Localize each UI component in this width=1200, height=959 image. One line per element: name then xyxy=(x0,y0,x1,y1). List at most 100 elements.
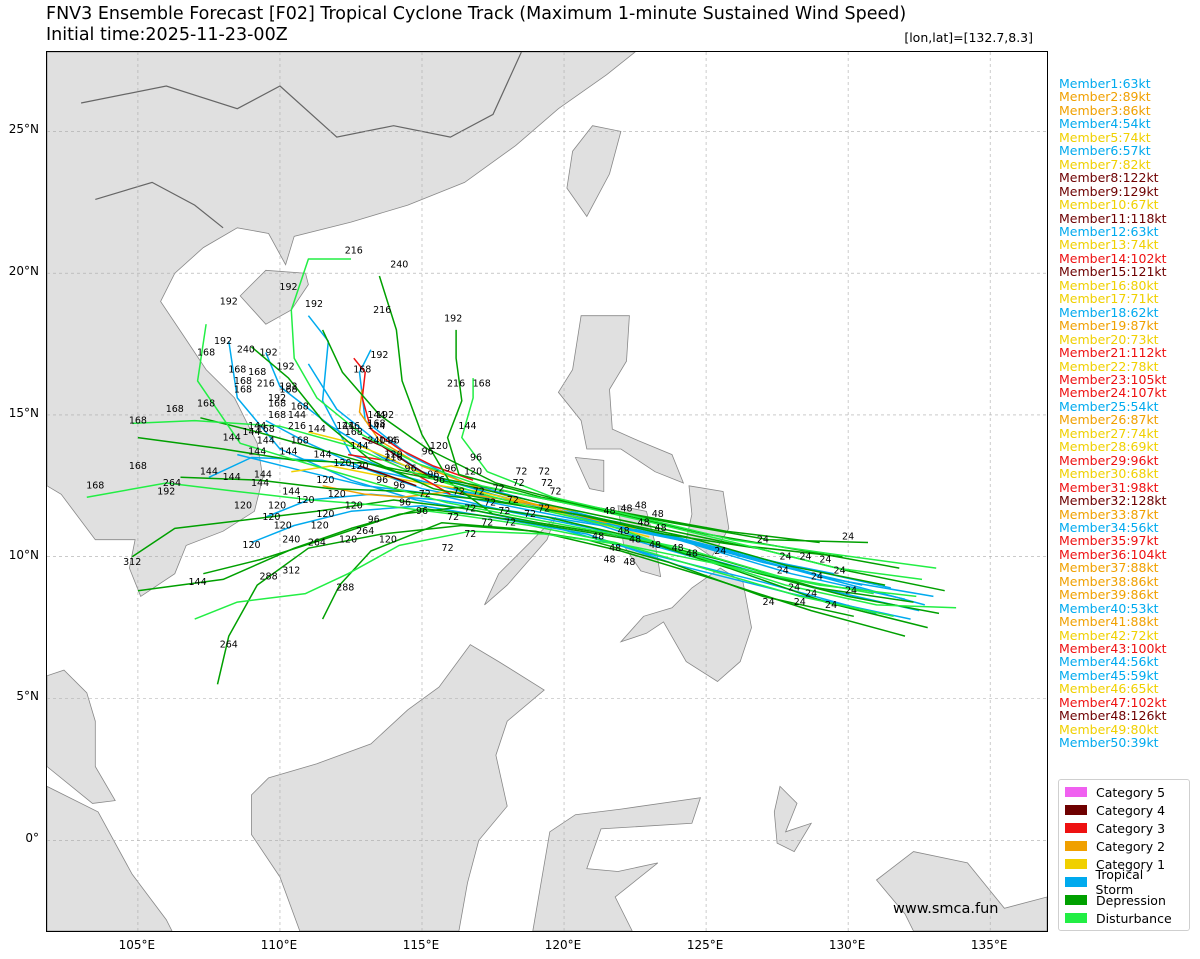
forecast-hour-label: 192 xyxy=(220,296,238,307)
watermark: www.smca.fun xyxy=(893,901,999,917)
forecast-hour-label: 24 xyxy=(788,583,800,594)
forecast-hour-label: 144 xyxy=(288,410,306,421)
mindanao-land xyxy=(619,567,752,682)
halmahera-land xyxy=(773,785,813,853)
forecast-hour-label: 24 xyxy=(763,597,775,608)
forecast-hour-label: 144 xyxy=(251,478,269,489)
forecast-hour-label: 216 xyxy=(373,305,391,316)
legend-item: Category 2 xyxy=(1065,837,1183,855)
forecast-hour-label: 120 xyxy=(234,501,252,512)
mainland-asia-land xyxy=(47,52,636,598)
forecast-hour-label: 240 xyxy=(390,260,408,271)
track-8 xyxy=(228,341,877,615)
forecast-hour-label: 72 xyxy=(493,484,505,495)
track-9 xyxy=(265,352,835,575)
legend-label: Depression xyxy=(1096,892,1166,908)
lat-tick-label: 15°N xyxy=(8,405,39,420)
map-plot-area[interactable]: 24 24 24 24 24 24 24 24 24 24 24 24 24 24 24 48 48 48 48 48… xyxy=(46,51,1048,932)
member-entry: Member26:87kt xyxy=(1059,412,1159,428)
lon-tick-label: 125°E xyxy=(686,938,724,952)
forecast-hour-label: 240 xyxy=(282,535,300,546)
member-entry: Member25:54kt xyxy=(1059,398,1159,414)
forecast-hour-label: 72 xyxy=(504,518,516,529)
legend-item: Depression xyxy=(1065,891,1183,909)
forecast-hour-label: 120 xyxy=(350,461,368,472)
legend-swatch xyxy=(1065,877,1087,887)
forecast-hour-label: 120 xyxy=(274,520,292,531)
member-entry: Member39:86kt xyxy=(1059,587,1159,603)
legend-swatch xyxy=(1065,787,1087,797)
forecast-hour-label: 120 xyxy=(345,501,363,512)
track-33 xyxy=(86,482,894,618)
forecast-hour-label: 192 xyxy=(279,381,297,392)
member-entry: Member38:86kt xyxy=(1059,573,1159,589)
forecast-hour-label: 72 xyxy=(464,529,476,540)
forecast-hour-label: 312 xyxy=(123,557,141,568)
mindoro-land xyxy=(574,457,605,492)
forecast-hour-label: 120 xyxy=(333,458,351,469)
member-entry: Member28:69kt xyxy=(1059,439,1159,455)
legend-item: Category 3 xyxy=(1065,819,1183,837)
forecast-hour-label: 144 xyxy=(223,472,241,483)
forecast-hour-label: 120 xyxy=(268,501,286,512)
legend-label: Category 2 xyxy=(1096,838,1166,854)
forecast-hour-label: 144 xyxy=(254,469,272,480)
member-entry: Member35:97kt xyxy=(1059,533,1159,549)
lat-tick-label: 5°N xyxy=(16,689,39,704)
forecast-hour-label: 72 xyxy=(481,518,493,529)
forecast-hour-label: 168 xyxy=(197,398,215,409)
forecast-hour-label: 72 xyxy=(513,478,525,489)
legend-label: Category 3 xyxy=(1096,820,1166,836)
track-31 xyxy=(132,419,957,609)
forecast-hour-label: 48 xyxy=(603,506,615,517)
forecast-hour-label: 24 xyxy=(842,532,854,543)
member-entry: Member49:80kt xyxy=(1059,721,1159,737)
member-entry: Member30:68kt xyxy=(1059,466,1159,482)
forecast-hour-label: 120 xyxy=(311,520,329,531)
forecast-hour-label: 96 xyxy=(444,464,456,475)
forecast-hour-label: 192 xyxy=(370,350,388,361)
sulawesi-land xyxy=(532,797,701,931)
forecast-hour-label: 24 xyxy=(834,566,846,577)
forecast-hour-label: 120 xyxy=(328,489,346,500)
member-entry: Member9:129kt xyxy=(1059,183,1159,199)
forecast-hour-label: 168 xyxy=(166,404,184,415)
forecast-hour-label: 120 xyxy=(385,450,403,461)
member-entry: Member42:72kt xyxy=(1059,627,1159,643)
forecast-hour-label: 48 xyxy=(686,549,698,560)
forecast-hour-label: 312 xyxy=(282,566,300,577)
palawan-land xyxy=(484,516,556,606)
forecast-hour-label: 168 xyxy=(473,379,491,390)
forecast-hour-label: 216 xyxy=(342,421,360,432)
track-26 xyxy=(321,521,854,620)
forecast-hour-label: 168 xyxy=(367,418,385,429)
cursor-coordinate-readout: [lon,lat]=[132.7,8.3] xyxy=(904,30,1033,45)
track-18 xyxy=(359,465,417,487)
track-14 xyxy=(322,485,579,513)
forecast-hour-label: 72 xyxy=(541,478,553,489)
member-entry: Member7:82kt xyxy=(1059,156,1151,172)
member-entry: Member47:102kt xyxy=(1059,694,1167,710)
member-entry: Member48:126kt xyxy=(1059,708,1167,724)
forecast-hour-label: 72 xyxy=(524,509,536,520)
member-entry: Member20:73kt xyxy=(1059,331,1159,347)
borneo-land xyxy=(251,644,545,931)
forecast-hour-label: 216 xyxy=(345,245,363,256)
member-entry: Member34:56kt xyxy=(1059,519,1159,535)
forecast-hour-label: 72 xyxy=(453,486,465,497)
forecast-hour-label: 144 xyxy=(257,435,275,446)
lon-tick-label: 115°E xyxy=(402,938,440,952)
forecast-hour-label: 120 xyxy=(464,467,482,478)
track-27 xyxy=(251,346,886,586)
legend-label: Category 1 xyxy=(1096,856,1166,872)
member-entry: Member45:59kt xyxy=(1059,667,1159,683)
forecast-hour-label: 144 xyxy=(200,467,218,478)
category-legend: Category 5 Category 4 Category 3 Category 2… xyxy=(1058,779,1190,931)
new-guinea-land xyxy=(875,851,1047,931)
legend-swatch xyxy=(1065,859,1087,869)
chart-title: FNV3 Ensemble Forecast [F02] Tropical Cy… xyxy=(46,4,907,24)
lat-tick-label: 25°N xyxy=(8,122,39,137)
forecast-hour-label: 48 xyxy=(629,535,641,546)
forecast-hour-label: 48 xyxy=(592,532,604,543)
